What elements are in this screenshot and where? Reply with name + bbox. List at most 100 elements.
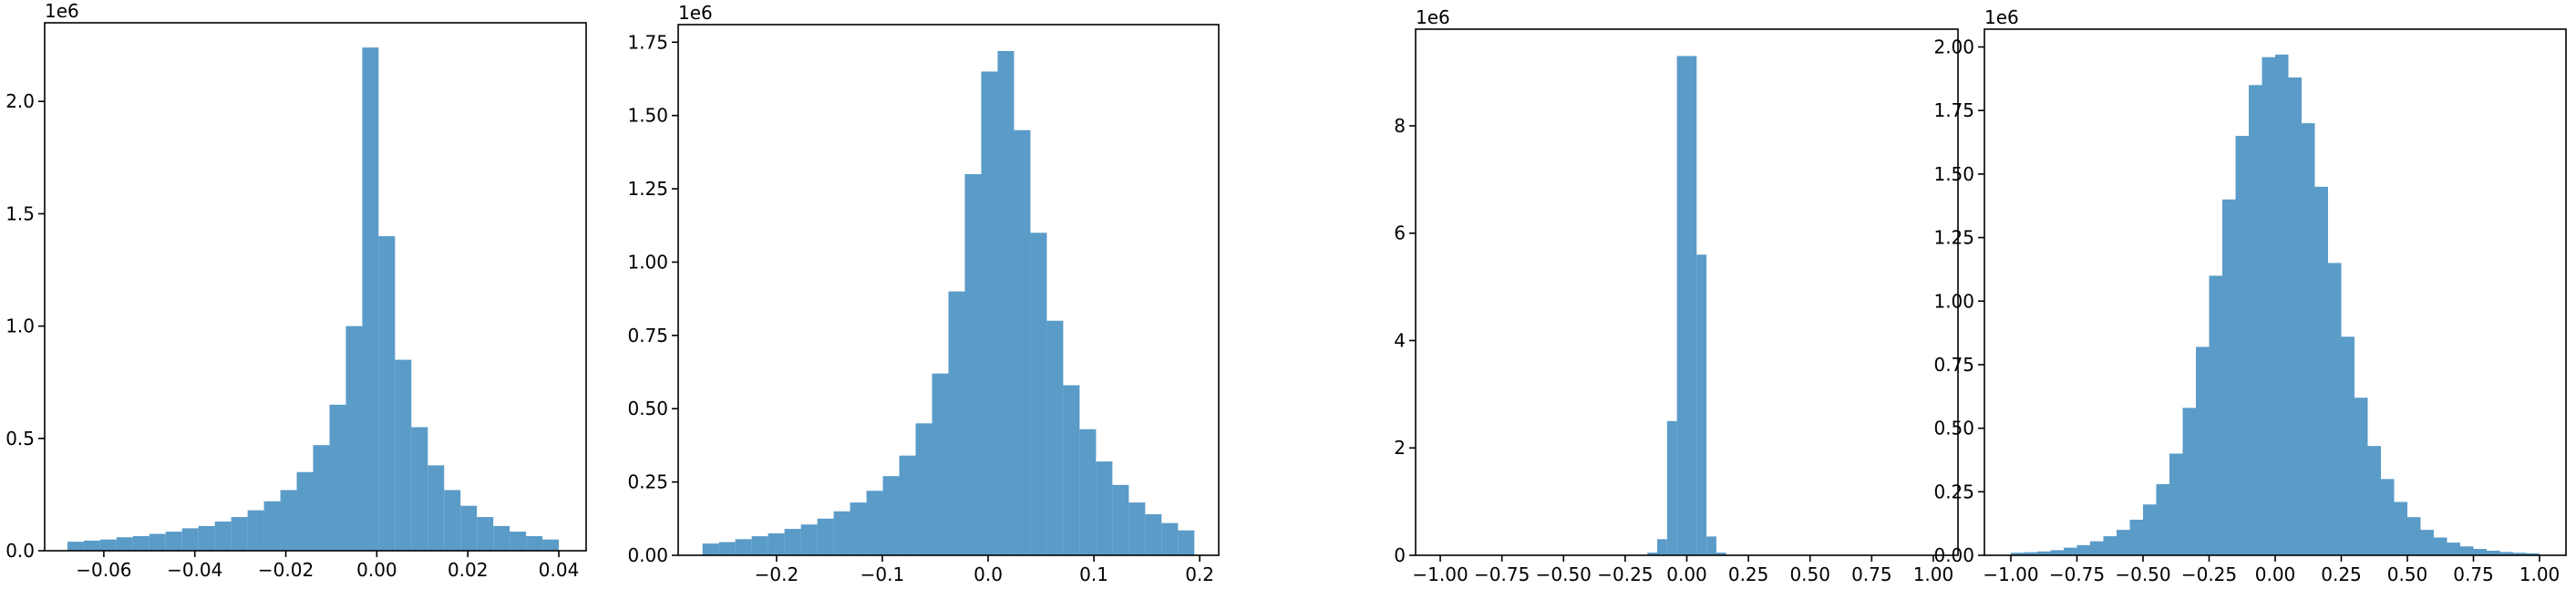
histogram-bar	[932, 373, 949, 555]
x-tick-label: 0.50	[2387, 563, 2428, 585]
y-tick-label: 2	[1394, 437, 1406, 459]
histogram-bar	[2262, 57, 2275, 555]
histogram-bar	[2103, 536, 2117, 555]
histogram-bar	[2473, 549, 2487, 555]
histogram-bar	[1096, 461, 1113, 555]
histogram-bar	[964, 173, 982, 555]
y-tick-label: 1.00	[627, 251, 668, 273]
x-tick-label: 0.1	[1079, 563, 1108, 585]
y-tick-label: 1.75	[1933, 99, 1974, 121]
y-tick-label: 4	[1394, 329, 1406, 351]
histogram-bar	[2341, 336, 2354, 555]
histogram-bar	[231, 517, 248, 551]
histogram-bar	[395, 359, 412, 551]
x-tick-label: 0.0	[974, 563, 1003, 585]
y-tick-label: 1.0	[5, 315, 35, 337]
y-tick-label: 0.75	[627, 325, 668, 346]
y-tick-label: 6	[1394, 222, 1406, 244]
y-tick-label: 0.0	[5, 540, 35, 562]
y-tick-label: 1.5	[5, 202, 35, 224]
histogram-bar	[833, 511, 850, 555]
histogram-bar	[1657, 539, 1667, 555]
histogram-bar	[2513, 553, 2527, 555]
histogram-bar	[428, 465, 445, 551]
histogram-bar	[526, 535, 543, 551]
histogram-bar	[149, 533, 166, 551]
histogram-bar	[2024, 552, 2037, 555]
offset-label: 1e6	[45, 0, 79, 22]
histogram-bar	[198, 525, 215, 551]
histogram-bar	[83, 540, 100, 551]
histogram-bar	[116, 537, 133, 551]
x-tick-label: −0.50	[2115, 563, 2170, 585]
histogram-bar	[1145, 513, 1162, 555]
histogram-bar	[2076, 544, 2090, 555]
histogram-bar	[2129, 519, 2143, 555]
histogram-bar	[329, 404, 346, 551]
histogram-bar	[181, 528, 199, 551]
histogram-bar	[899, 455, 916, 555]
histogram-bar	[2090, 541, 2104, 555]
histogram-bar	[2499, 552, 2513, 555]
histogram-bar	[1647, 553, 1658, 555]
histogram-bar	[1112, 484, 1129, 555]
histogram-bar	[2367, 446, 2381, 555]
histogram-bar	[866, 491, 883, 555]
histogram-bar	[214, 521, 232, 551]
histogram-bar	[2288, 77, 2302, 555]
x-tick-label: 0.04	[539, 559, 580, 581]
histogram-bar	[493, 525, 510, 551]
x-tick-label: −0.75	[1474, 563, 1530, 585]
x-tick-label: −0.2	[755, 563, 799, 585]
histogram-bar	[2249, 85, 2262, 555]
histogram-bar	[1079, 429, 1097, 555]
histogram-bar	[1716, 553, 1726, 555]
histogram-bar	[345, 326, 363, 551]
histogram-bar	[99, 539, 117, 551]
histogram-bar	[362, 47, 379, 552]
histogram-bar	[378, 236, 396, 551]
axes-frame	[44, 22, 587, 552]
histogram-bar	[1178, 530, 1195, 555]
histogram-bar	[2434, 537, 2447, 555]
histogram-bar	[1696, 254, 1707, 555]
y-tick-label: 0.25	[1933, 481, 1974, 502]
x-tick-label: −0.25	[2181, 563, 2237, 585]
histogram-bar	[2011, 553, 2025, 555]
histogram-bar	[2117, 530, 2130, 555]
histogram-bar	[460, 505, 478, 551]
histogram-bar	[2407, 517, 2421, 555]
histogram-bar	[817, 518, 834, 555]
histogram-bar	[1030, 233, 1047, 555]
offset-label: 1e6	[678, 2, 713, 24]
x-tick-label: 0.75	[1851, 563, 1892, 585]
x-tick-label: 1.00	[2519, 563, 2561, 585]
x-tick-label: 0.00	[1666, 563, 1707, 585]
histogram-bar	[263, 501, 281, 551]
histogram-bar	[67, 542, 84, 551]
histogram-bar	[2209, 275, 2222, 555]
histogram-bar	[702, 543, 719, 555]
histogram-bar	[296, 471, 314, 551]
histogram-bar	[751, 536, 768, 555]
y-tick-label: 0.50	[1933, 418, 1974, 439]
histogram-bar	[2394, 501, 2407, 555]
y-tick-label: 1.00	[1933, 290, 1974, 312]
x-tick-label: 0.2	[1185, 563, 1214, 585]
histogram-bar	[2526, 553, 2540, 555]
histogram-bar	[444, 490, 461, 551]
histogram-bar	[2487, 550, 2500, 555]
histogram-bar	[997, 50, 1015, 556]
histogram-bar	[542, 539, 560, 551]
histogram-bar	[1666, 420, 1677, 555]
histogram-bar	[2460, 546, 2474, 555]
x-tick-label: 0.02	[448, 559, 489, 581]
histogram-bar	[718, 542, 736, 555]
histogram-bar	[477, 517, 494, 551]
histogram-bar	[2037, 551, 2051, 555]
histogram-bar	[2182, 408, 2196, 555]
x-tick-label: −0.1	[860, 563, 905, 585]
x-tick-label: 0.00	[356, 559, 397, 581]
histogram-bar	[2169, 453, 2183, 555]
